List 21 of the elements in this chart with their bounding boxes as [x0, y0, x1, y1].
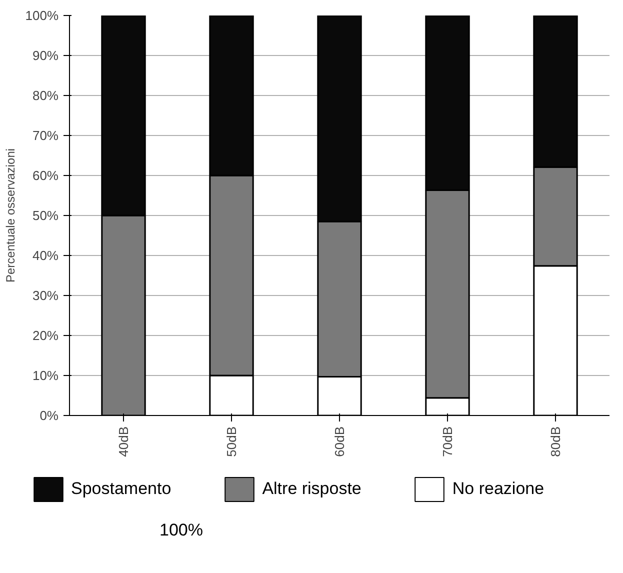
y-tick-label: 70%: [32, 128, 59, 143]
y-tick-label: 80%: [32, 88, 59, 103]
y-tick-label: 10%: [32, 368, 59, 383]
y-tick-label: 0%: [40, 408, 59, 423]
legend-label: Altre risposte: [262, 479, 362, 499]
y-tick-label: 90%: [32, 48, 59, 63]
text: 100%: [160, 520, 203, 540]
y-tick-label: 20%: [32, 328, 59, 343]
y-tick-label: 50%: [32, 208, 59, 223]
x-tick-label: 60dB: [332, 426, 347, 457]
legend-label: No reazione: [452, 479, 544, 499]
y-tick-label: 100%: [25, 8, 59, 23]
y-axis-title: Percentuale osservazioni: [3, 148, 18, 283]
x-tick-label: 40dB: [116, 426, 131, 457]
x-tick-label: 50dB: [224, 426, 239, 457]
y-tick-label: 30%: [32, 288, 59, 303]
y-tick-label: 40%: [32, 248, 59, 263]
x-tick-label: 70dB: [440, 426, 455, 457]
y-tick-label: 60%: [32, 168, 59, 183]
legend-label: Spostamento: [71, 479, 172, 499]
x-tick-label: 80dB: [548, 426, 563, 457]
